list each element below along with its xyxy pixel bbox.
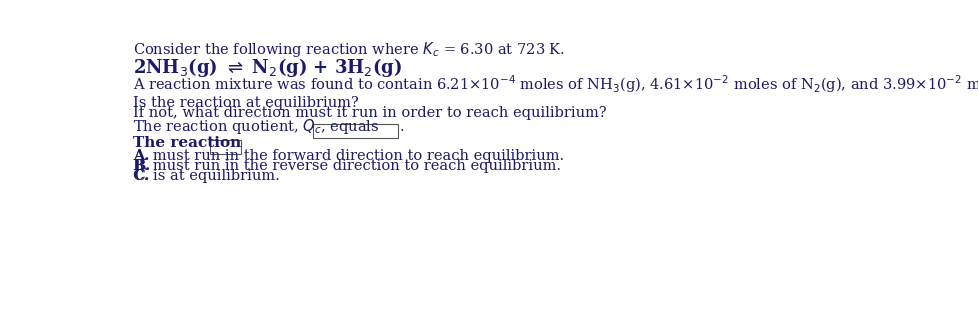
Text: Is the reaction at equilibrium?: Is the reaction at equilibrium? [133,95,359,110]
Text: The reaction quotient, $Q_c$, equals: The reaction quotient, $Q_c$, equals [133,117,379,136]
Text: Consider the following reaction where $K_c$ = 6.30 at 723 K.: Consider the following reaction where $K… [133,40,564,59]
Text: A reaction mixture was found to contain 6.21×10$^{-4}$ moles of NH$_3$(g), 4.61×: A reaction mixture was found to contain … [133,74,978,95]
Text: A.: A. [133,150,150,164]
Text: If not, what direction must it run in order to reach equilibrium?: If not, what direction must it run in or… [133,106,606,120]
Text: A. must run in the forward direction to reach equilibrium.: A. must run in the forward direction to … [133,150,563,164]
FancyBboxPatch shape [209,140,241,154]
Text: .: . [399,120,404,134]
Text: 2NH$_3$(g) $\rightleftharpoons$ N$_2$(g) + 3H$_2$(g): 2NH$_3$(g) $\rightleftharpoons$ N$_2$(g)… [133,56,402,79]
Text: The reaction: The reaction [133,136,242,150]
FancyBboxPatch shape [313,124,398,138]
Text: B.: B. [133,159,151,173]
Text: C. is at equilibrium.: C. is at equilibrium. [133,170,280,184]
Text: C.: C. [133,170,150,184]
Text: B. must run in the reverse direction to reach equilibrium.: B. must run in the reverse direction to … [133,159,560,173]
